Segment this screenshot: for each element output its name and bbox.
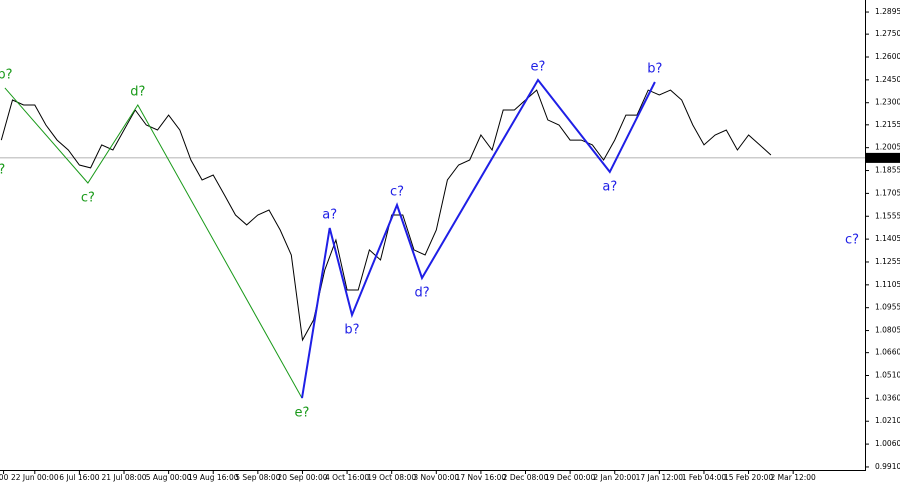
- y-tick-label: 1.0660: [875, 348, 900, 357]
- y-tick-label: 1.2750: [875, 29, 900, 38]
- x-tick-label: 17 Nov 16:00: [456, 473, 507, 482]
- y-tick-label: 1.0360: [875, 393, 900, 402]
- x-tick-label: 2 Dec 08:00: [503, 473, 549, 482]
- y-tick-label: 1.0060: [875, 439, 900, 448]
- y-tick-label: 1.2155: [875, 120, 900, 129]
- y-tick-label: 1.0510: [875, 371, 900, 380]
- wave-label: b?: [647, 61, 662, 76]
- y-tick-label: 0.9910: [875, 462, 900, 471]
- y-tick-label: 1.2450: [875, 75, 900, 84]
- annotation: c?: [845, 233, 859, 248]
- y-tick-label: 1.0210: [875, 416, 900, 425]
- y-tick-label: 1.1555: [875, 211, 900, 220]
- wave-label: d?: [130, 85, 145, 100]
- wave-label: e?: [295, 406, 310, 421]
- x-tick-label: 5 Aug 00:00: [146, 473, 192, 482]
- x-tick-label: 00: [0, 473, 9, 482]
- wave-label: b?: [0, 67, 12, 82]
- x-tick-label: 21 Jul 08:00: [102, 473, 147, 482]
- y-tick-label: 1.2005: [875, 143, 900, 152]
- wave-label: b?: [344, 323, 359, 338]
- wave-label: c?: [81, 191, 95, 206]
- x-tick-label: 6 Jul 16:00: [59, 473, 99, 482]
- y-tick-label: 1.2600: [875, 52, 900, 61]
- x-tick-label: 19 Aug 16:00: [188, 473, 239, 482]
- x-tick-label: 2 Mar 12:00: [771, 473, 817, 482]
- wave-label: a?: [602, 179, 617, 194]
- y-tick-label: 1.0805: [875, 326, 900, 335]
- y-tick-label: 1.1405: [875, 234, 900, 243]
- x-tick-label: 17 Jan 12:00: [636, 473, 684, 482]
- y-tick-label: 1.2895: [875, 7, 900, 16]
- y-tick-label: 1.0955: [875, 303, 900, 312]
- y-tick-label: 1.1105: [875, 280, 900, 289]
- wave-label: d?: [414, 285, 429, 300]
- current-price-box: [866, 152, 900, 163]
- x-tick-label: 1 Feb 04:00: [682, 473, 727, 482]
- annotation: ?: [0, 162, 5, 177]
- y-tick-label: 1.2300: [875, 98, 900, 107]
- current-price-label: 1.1938: [871, 153, 897, 162]
- wave-label: e?: [531, 60, 546, 75]
- wave-line: [301, 78, 656, 399]
- x-tick-label: 2 Jan 20:00: [593, 473, 636, 482]
- y-tick-label: 1.1855: [875, 166, 900, 175]
- wave-label: c?: [390, 184, 404, 199]
- x-tick-label: 19 Oct 08:00: [367, 473, 416, 482]
- x-tick-label: 15 Feb 20:00: [724, 473, 773, 482]
- x-tick-label: 19 Dec 00:00: [545, 473, 596, 482]
- x-tick-label: 22 Jun 00:00: [11, 473, 59, 482]
- y-tick-label: 1.1255: [875, 257, 900, 266]
- wave-label: a?: [322, 207, 337, 222]
- price-line: [0, 89, 772, 342]
- x-tick-label: 20 Sep 00:00: [277, 473, 327, 482]
- x-tick-label: 5 Sep 08:00: [235, 473, 281, 482]
- wave-line: [4, 87, 303, 399]
- y-tick-label: 1.1705: [875, 188, 900, 197]
- x-tick-label: 4 Oct 16:00: [325, 473, 369, 482]
- x-tick-label: 3 Nov 00:00: [413, 473, 459, 482]
